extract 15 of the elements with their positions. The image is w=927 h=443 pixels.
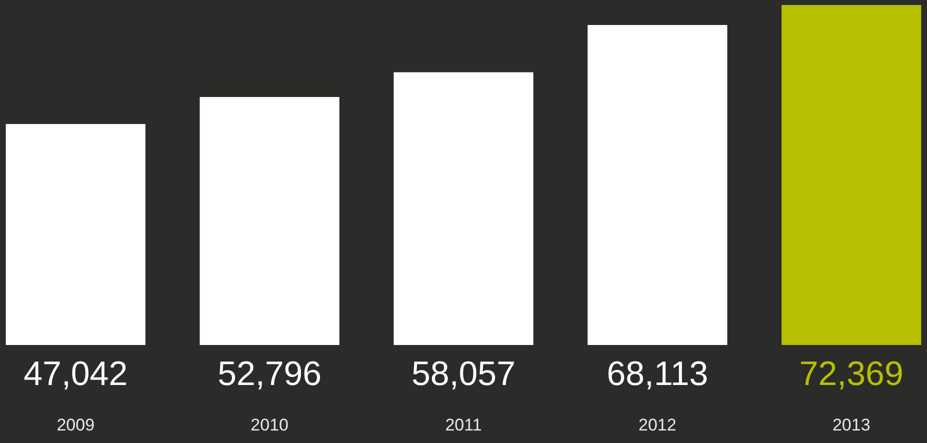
bar xyxy=(394,72,534,345)
x-tick-label: 2010 xyxy=(250,416,288,434)
bar xyxy=(782,5,922,345)
x-tick-label: 2013 xyxy=(832,416,870,434)
x-tick-label: 2009 xyxy=(56,416,95,434)
bar xyxy=(6,124,146,345)
bar xyxy=(588,24,728,345)
x-tick-label: 2012 xyxy=(638,416,676,434)
bar xyxy=(200,96,340,345)
data-label: 72,369 xyxy=(799,355,904,393)
data-label: 68,113 xyxy=(606,355,708,393)
x-tick-label: 2011 xyxy=(445,416,482,434)
data-label: 58,057 xyxy=(412,355,516,393)
data-label: 47,042 xyxy=(24,355,128,393)
data-label: 52,796 xyxy=(218,355,322,393)
